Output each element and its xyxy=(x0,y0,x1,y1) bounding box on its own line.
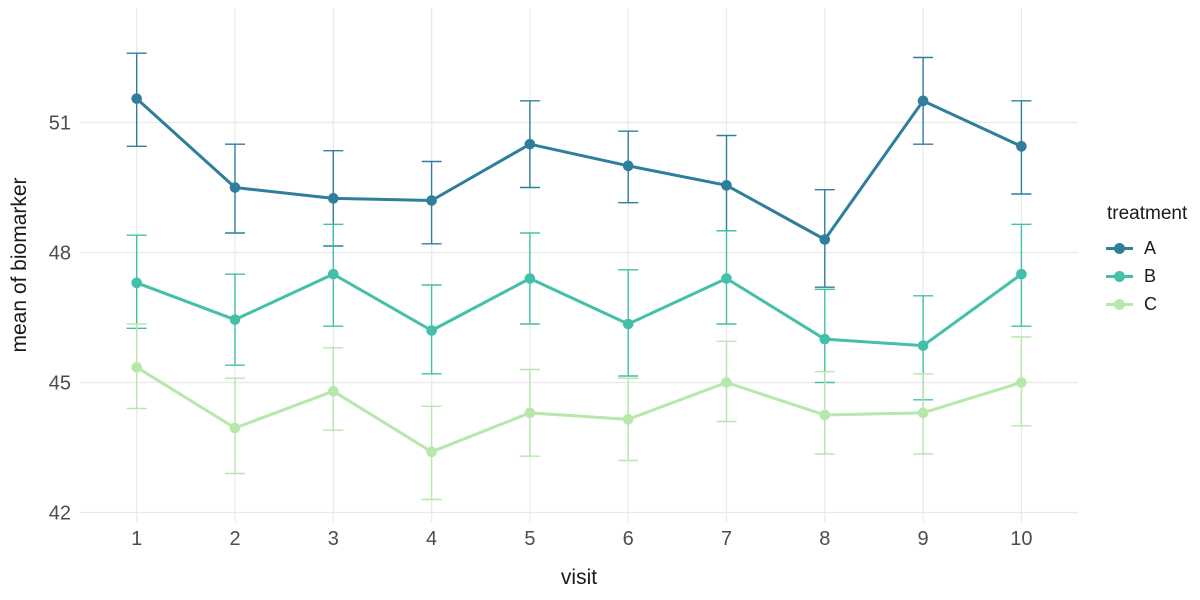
legend-item-label: B xyxy=(1144,265,1157,286)
series-b xyxy=(126,223,1032,401)
data-point xyxy=(524,273,536,284)
data-point xyxy=(1016,268,1027,280)
data-point xyxy=(426,446,437,458)
x-tick-label: 8 xyxy=(819,528,830,550)
series-a xyxy=(126,52,1032,288)
x-tick-label: 9 xyxy=(918,528,929,550)
data-point xyxy=(917,407,929,419)
y-tick-label: 51 xyxy=(49,113,71,135)
series-b-key-icon xyxy=(1106,269,1133,283)
legend-item-label: C xyxy=(1144,293,1157,314)
x-tick-label: 6 xyxy=(623,528,634,550)
data-point xyxy=(524,407,536,419)
data-point xyxy=(622,414,634,425)
x-tick-label: 4 xyxy=(426,528,437,550)
legend-item-b: B xyxy=(1106,262,1187,290)
data-point xyxy=(819,409,831,421)
x-tick-label: 3 xyxy=(328,528,339,550)
gridlines xyxy=(80,8,1078,522)
data-point xyxy=(622,318,634,330)
series-c xyxy=(126,323,1032,501)
y-tick-label: 45 xyxy=(49,372,71,394)
data-point xyxy=(524,138,536,150)
legend-item-a: A xyxy=(1106,234,1187,262)
data-series-layer xyxy=(126,52,1032,501)
x-tick-label: 7 xyxy=(721,528,732,550)
legend-item-c: C xyxy=(1106,290,1187,318)
series-line xyxy=(135,97,1023,241)
x-axis-title: visit xyxy=(561,566,597,589)
data-point xyxy=(426,195,437,206)
series-line xyxy=(135,272,1023,348)
data-point xyxy=(1016,141,1027,152)
y-axis-title: mean of biomarker xyxy=(8,177,31,352)
data-point xyxy=(1016,377,1027,388)
series-a-key-icon xyxy=(1106,241,1133,255)
data-point xyxy=(819,333,831,345)
x-tick-label: 10 xyxy=(1010,528,1032,550)
data-point xyxy=(917,340,929,351)
x-axis-tick-labels: 1 2 3 4 5 6 7 8 9 10 xyxy=(131,528,1032,550)
data-point xyxy=(229,182,241,193)
series-line xyxy=(135,365,1023,454)
legend-item-label: A xyxy=(1144,237,1157,258)
data-point xyxy=(131,93,142,104)
data-point xyxy=(622,160,634,172)
x-tick-label: 2 xyxy=(229,528,240,550)
series-c-key-icon xyxy=(1106,297,1133,311)
data-point xyxy=(328,193,339,204)
y-tick-label: 48 xyxy=(49,242,71,264)
data-point xyxy=(917,95,929,107)
data-point xyxy=(721,377,732,388)
data-point xyxy=(328,385,339,397)
y-tick-label: 42 xyxy=(49,502,71,524)
data-point xyxy=(229,422,241,434)
data-point xyxy=(229,314,241,325)
data-point xyxy=(131,362,142,373)
x-tick-label: 5 xyxy=(524,528,535,550)
y-axis-tick-labels: 42 45 48 51 xyxy=(49,113,71,525)
data-point xyxy=(819,234,831,245)
legend: treatment A B C xyxy=(1106,203,1187,318)
data-point xyxy=(131,277,142,289)
data-point xyxy=(426,325,437,336)
data-point xyxy=(721,273,732,284)
x-tick-label: 1 xyxy=(131,528,142,550)
data-point xyxy=(328,268,339,280)
legend-title: treatment xyxy=(1107,203,1188,224)
data-point xyxy=(721,180,732,191)
